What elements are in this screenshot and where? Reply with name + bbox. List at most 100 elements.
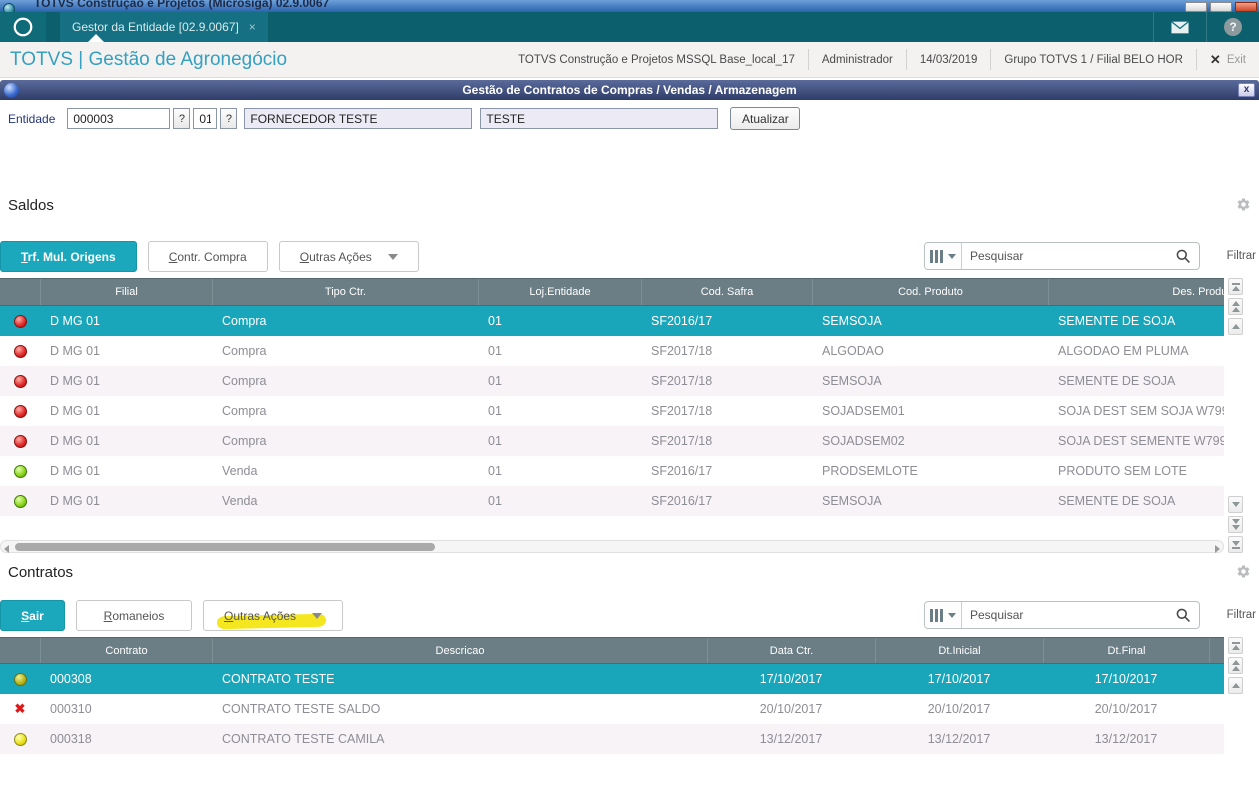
cell-loja: 01 [488, 494, 502, 508]
contratos-search-input[interactable] [962, 608, 1175, 622]
cell-tipo: Compra [222, 434, 267, 448]
column-header-data-ctr[interactable]: Data Ctr. [707, 638, 875, 663]
table-row[interactable]: D MG 01 Compra 01 SF2017/18 ALGODAO ALGO… [0, 336, 1224, 366]
contratos-section-title: Contratos [0, 564, 1259, 584]
cell-filial: D MG 01 [50, 464, 101, 478]
table-row[interactable]: D MG 01 Compra 01 SF2016/17 SEMSOJA SEME… [0, 306, 1224, 336]
contr-compra-button[interactable]: Contr. Compra [147, 241, 268, 272]
column-header-dt-final[interactable]: Dt.Final [1043, 638, 1209, 663]
cell-safra: SF2017/18 [651, 344, 713, 358]
tab-close-icon[interactable]: × [248, 20, 256, 34]
column-header-loj-entidade[interactable]: Loj.Entidade [478, 279, 641, 305]
table-row[interactable]: 000318 CONTRATO TESTE CAMILA 13/12/2017 … [0, 724, 1224, 754]
column-header-descricao[interactable]: Descricao [212, 638, 707, 663]
minimize-button[interactable] [1185, 2, 1207, 12]
contr-compra-label: Contr. Compra [168, 249, 247, 264]
scroll-up-button[interactable] [1228, 677, 1243, 694]
scroll-first-button[interactable] [1228, 278, 1243, 295]
trf-mul-origens-button[interactable]: Trf. Mul. Origens [0, 241, 137, 272]
table-row[interactable]: D MG 01 Compra 01 SF2017/18 SEMSOJA SEME… [0, 366, 1224, 396]
cell-produto: SOJADSEM02 [822, 434, 905, 448]
scroll-pagedown-button[interactable] [1228, 516, 1243, 533]
help-button[interactable]: ? [1207, 12, 1259, 42]
maximize-button[interactable] [1210, 2, 1232, 12]
cell-tipo: Compra [222, 344, 267, 358]
status-column-header[interactable] [0, 279, 40, 305]
saldos-filtrar-link[interactable]: Filtrar [1226, 250, 1256, 262]
scroll-pageup-button[interactable] [1228, 298, 1243, 315]
entity-lookup-button[interactable]: ? [173, 108, 191, 129]
close-button[interactable] [1235, 2, 1257, 12]
store-code-input[interactable] [193, 108, 218, 129]
column-header-filial[interactable]: Filial [40, 279, 212, 305]
saldos-grid: Filial Tipo Ctr. Loj.Entidade Cod. Safra… [0, 278, 1259, 553]
cell-safra: SF2016/17 [651, 314, 713, 328]
exit-label: Exit [1226, 53, 1246, 66]
cell-safra: SF2017/18 [651, 404, 713, 418]
cell-produto: SEMSOJA [822, 374, 882, 388]
contratos-filtrar-link[interactable]: Filtrar [1226, 609, 1256, 621]
contratos-search-box [924, 601, 1200, 629]
entity-code-input[interactable] [67, 108, 171, 129]
column-header-tipo-ctr[interactable]: Tipo Ctr. [212, 279, 478, 305]
cell-descricao: SEMENTE DE SOJA [1058, 494, 1176, 508]
exit-button[interactable]: ✕ Exit [1195, 49, 1259, 70]
contratos-toolbar: Sair Romaneios Outras Ações Filtrar [0, 600, 1259, 631]
dialog-close-button[interactable]: x [1238, 83, 1255, 97]
scroll-up-button[interactable] [1228, 318, 1243, 335]
cell-filial: D MG 01 [50, 314, 101, 328]
table-row[interactable]: D MG 01 Venda 01 SF2016/17 SEMSOJA SEMEN… [0, 486, 1224, 516]
cell-filial: D MG 01 [50, 344, 101, 358]
cell-tipo: Compra [222, 404, 267, 418]
contratos-grid: Contrato Descricao Data Ctr. Dt.Inicial … [0, 637, 1259, 787]
table-row[interactable]: D MG 01 Compra 01 SF2017/18 SOJADSEM02 S… [0, 426, 1224, 456]
scroll-pageup-button[interactable] [1228, 657, 1243, 674]
chevron-down-icon [312, 612, 323, 619]
totvs-logo-box[interactable] [0, 12, 46, 42]
romaneios-button[interactable]: Romaneios [76, 600, 192, 631]
saldos-search-input[interactable] [962, 249, 1175, 263]
status-column-header[interactable] [0, 638, 40, 663]
dialog-titlebar: Gestão de Contratos de Compras / Vendas … [0, 80, 1259, 100]
contratos-column-selector[interactable] [925, 602, 962, 628]
column-header-contrato[interactable]: Contrato [40, 638, 212, 663]
saldos-vertical-scrollbar [1228, 278, 1243, 553]
scroll-right-icon[interactable] [1215, 544, 1220, 553]
scroll-left-icon[interactable] [4, 544, 9, 553]
window-title: TOTVS Construção e Projetos (Microsiga) … [34, 0, 330, 10]
scrollbar-thumb[interactable] [15, 543, 435, 551]
column-header-cod-safra[interactable]: Cod. Safra [641, 279, 812, 305]
sair-button[interactable]: Sair [0, 600, 65, 631]
atualizar-button[interactable]: Atualizar [730, 107, 801, 130]
dialog-title: Gestão de Contratos de Compras / Vendas … [462, 83, 797, 97]
store-lookup-button[interactable]: ? [220, 108, 238, 129]
saldos-section-title: Saldos [0, 197, 1259, 217]
saldos-column-selector[interactable] [925, 243, 962, 269]
table-row[interactable]: D MG 01 Compra 01 SF2017/18 SOJADSEM01 S… [0, 396, 1224, 426]
saldos-title-text: Saldos [8, 197, 54, 214]
scroll-last-button[interactable] [1228, 536, 1243, 553]
table-row[interactable]: D MG 01 Venda 01 SF2016/17 PRODSEMLOTE P… [0, 456, 1224, 486]
search-icon[interactable] [1175, 248, 1191, 264]
scroll-first-button[interactable] [1228, 637, 1243, 654]
status-icon [13, 434, 27, 448]
scroll-down-button[interactable] [1228, 496, 1243, 513]
column-header-des-produto[interactable]: Des. Produto [1048, 279, 1224, 305]
saldos-horizontal-scrollbar[interactable] [0, 540, 1224, 553]
column-header-cod-produto[interactable]: Cod. Produto [812, 279, 1048, 305]
saldos-outras-acoes-button[interactable]: Outras Ações [278, 241, 419, 272]
entity-form: Entidade ? ? Atualizar [0, 100, 1259, 137]
table-row[interactable]: 000310 CONTRATO TESTE SALDO 20/10/2017 2… [0, 694, 1224, 724]
table-row[interactable]: 000308 CONTRATO TESTE 17/10/2017 17/10/2… [0, 664, 1224, 694]
cell-descricao: SOJA DEST SEM SOJA W799R [1058, 404, 1224, 418]
chevron-down-icon [948, 612, 956, 618]
saldos-settings-gear-icon[interactable] [1236, 197, 1251, 212]
cell-produto: SOJADSEM01 [822, 404, 905, 418]
columns-icon [930, 249, 943, 263]
cell-dt-final: 20/10/2017 [1094, 702, 1158, 716]
contratos-outras-acoes-button[interactable]: Outras Ações [203, 600, 344, 631]
contratos-settings-gear-icon[interactable] [1236, 564, 1251, 579]
column-header-dt-inicial[interactable]: Dt.Inicial [875, 638, 1043, 663]
search-icon[interactable] [1175, 607, 1191, 623]
mail-button[interactable] [1154, 12, 1206, 42]
